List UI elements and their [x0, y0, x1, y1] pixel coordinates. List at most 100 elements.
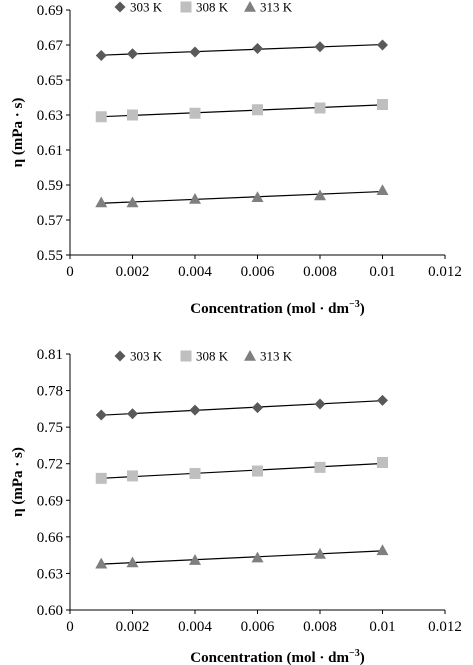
- series-triangle: [95, 544, 389, 569]
- data-point: [377, 394, 388, 406]
- legend-label: 303 K: [130, 349, 163, 364]
- data-point: [127, 109, 138, 121]
- y-tick-label: 0.66: [37, 530, 64, 546]
- legend-label: 303 K: [130, 0, 163, 15]
- series-square: [95, 99, 388, 123]
- y-tick-label: 0.55: [37, 248, 63, 264]
- data-point: [127, 408, 138, 420]
- data-point: [126, 556, 139, 568]
- y-tick-label: 0.78: [37, 384, 63, 400]
- chart-panel: 0.60 0.63 0.66 0.69 0.72 0.75 0.78 0.81 0 0.002 0.…: [10, 347, 462, 665]
- y-tick-label: 0.60: [37, 603, 63, 619]
- data-point: [252, 43, 263, 54]
- data-point: [376, 544, 389, 556]
- x-axis-title-close: ): [360, 301, 365, 317]
- x-tick-label: 0.008: [303, 619, 337, 635]
- x-axis-title: Concentration (mol · dm−3): [190, 299, 364, 317]
- x-axis-title-exponent: −3: [349, 299, 360, 310]
- y-tick-label: 0.59: [37, 178, 63, 194]
- data-point: [314, 41, 326, 53]
- data-point: [189, 404, 201, 416]
- data-point: [189, 554, 201, 565]
- legend-marker: [114, 350, 126, 362]
- legend-label: 313 K: [260, 0, 293, 15]
- y-axis-title: η (mPa · s): [10, 98, 26, 168]
- data-point: [189, 46, 201, 58]
- y-tick-label: 0.61: [37, 143, 63, 159]
- data-point: [95, 557, 108, 569]
- x-tick-label: 0: [66, 619, 74, 635]
- data-point: [95, 196, 108, 208]
- chart-panel: 0.55 0.57 0.59 0.61 0.63 0.65 0.67 0.69 0 0.002 0.…: [10, 0, 462, 317]
- data-point: [377, 456, 388, 468]
- data-point: [189, 107, 201, 119]
- x-tick-label: 0.002: [116, 264, 150, 280]
- legend-label: 308 K: [196, 0, 229, 15]
- data-point: [314, 189, 326, 201]
- legend-label: 308 K: [196, 349, 229, 364]
- x-tick-label: 0: [66, 264, 74, 280]
- trendline: [101, 43, 383, 56]
- data-point: [314, 102, 326, 114]
- y-axis-title: η (mPa · s): [10, 447, 26, 517]
- x-axis-title: Concentration (mol · dm−3): [190, 648, 364, 665]
- data-point: [252, 402, 263, 414]
- x-axis-title-close: ): [360, 650, 365, 665]
- y-tick-label: 0.65: [37, 73, 63, 89]
- data-point: [95, 472, 107, 484]
- trendline: [101, 190, 383, 204]
- data-point: [252, 104, 263, 116]
- x-tick-label: 0.006: [241, 619, 275, 635]
- x-tick-label: 0.01: [369, 619, 395, 635]
- y-tick-label: 0.57: [37, 213, 64, 229]
- trendline: [101, 550, 383, 565]
- y-tick-label: 0.67: [37, 38, 64, 54]
- data-point: [251, 551, 264, 563]
- data-point: [189, 193, 201, 204]
- y-tick-label: 0.69: [37, 493, 63, 509]
- legend-marker: [180, 1, 192, 13]
- legend-marker: [244, 350, 256, 361]
- legend-marker: [180, 350, 192, 362]
- y-tick-label: 0.72: [37, 457, 63, 473]
- x-tick-label: 0.004: [178, 264, 212, 280]
- data-point: [189, 467, 201, 479]
- x-tick-label: 0.004: [178, 619, 212, 635]
- x-tick-label: 0.008: [303, 264, 337, 280]
- x-tick-label: 0.012: [428, 619, 462, 635]
- trendline: [101, 104, 383, 118]
- data-point: [377, 99, 388, 110]
- legend-marker: [114, 1, 126, 13]
- y-tick-label: 0.81: [37, 347, 63, 363]
- data-point: [377, 39, 388, 51]
- x-axis-title-exponent: −3: [349, 648, 360, 659]
- data-point: [95, 409, 107, 421]
- y-tick-label: 0.63: [37, 566, 63, 582]
- series-diamond: [95, 39, 388, 61]
- trendline: [101, 400, 383, 416]
- legend-marker: [244, 1, 256, 12]
- legend: 303 K 308 K 313 K: [114, 0, 293, 15]
- data-point: [252, 465, 263, 477]
- series-triangle: [95, 184, 389, 208]
- data-point: [95, 50, 107, 61]
- y-tick-label: 0.63: [37, 108, 63, 124]
- series-diamond: [95, 394, 388, 421]
- trendline: [101, 462, 383, 479]
- legend-label: 313 K: [260, 349, 293, 364]
- data-point: [127, 470, 138, 482]
- data-point: [314, 398, 326, 410]
- x-tick-label: 0.002: [116, 619, 150, 635]
- data-point: [251, 191, 264, 203]
- x-tick-label: 0.006: [241, 264, 275, 280]
- series-square: [95, 456, 388, 484]
- x-tick-label: 0.01: [369, 264, 395, 280]
- y-tick-label: 0.69: [37, 3, 63, 19]
- data-point: [314, 547, 326, 559]
- legend: 303 K 308 K 313 K: [114, 349, 293, 364]
- data-point: [95, 111, 107, 123]
- data-point: [314, 461, 326, 473]
- x-tick-label: 0.012: [428, 264, 462, 280]
- y-tick-label: 0.75: [37, 420, 63, 436]
